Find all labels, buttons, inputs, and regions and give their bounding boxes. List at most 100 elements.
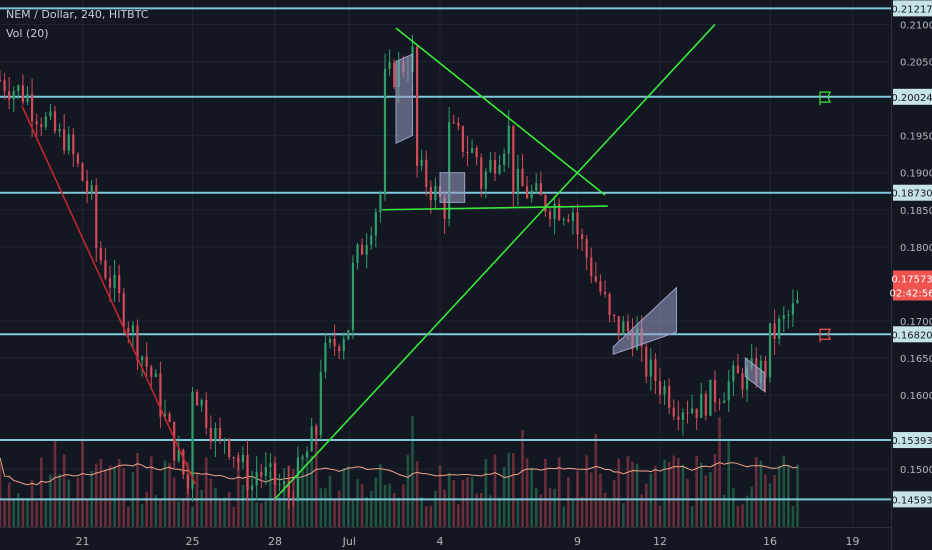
trend-lines[interactable] xyxy=(21,23,716,500)
time-axis[interactable]: 212528Jul49121619232629Aug xyxy=(76,535,932,548)
candle-body xyxy=(448,122,451,219)
volume-bar xyxy=(99,459,103,527)
candle-body xyxy=(480,157,483,189)
volume-bar xyxy=(136,452,139,527)
candle-body xyxy=(273,463,277,485)
candle-body xyxy=(347,330,350,340)
trend-line[interactable] xyxy=(21,105,196,485)
flag-markers[interactable] xyxy=(819,91,831,343)
candle-body xyxy=(53,111,57,132)
candle-body xyxy=(443,196,446,219)
candle-body xyxy=(580,234,584,239)
volume-bar xyxy=(640,494,643,527)
volume-bar xyxy=(539,494,543,527)
pattern-box[interactable] xyxy=(612,286,677,356)
volume-bar xyxy=(278,496,281,527)
candle-body xyxy=(310,426,313,452)
volume-bar xyxy=(0,463,2,527)
level-label-box xyxy=(893,491,932,508)
candle-body xyxy=(466,151,469,153)
candle-body xyxy=(704,393,707,416)
flag-marker-icon[interactable] xyxy=(819,91,831,106)
volume-bar xyxy=(585,455,588,527)
volume-bar xyxy=(479,492,483,527)
volume-bar xyxy=(333,498,336,527)
volume-bar xyxy=(502,467,506,527)
candle-body xyxy=(668,385,671,408)
candle-body xyxy=(709,379,712,416)
volume-bar xyxy=(667,461,671,527)
volume-bar xyxy=(686,478,689,527)
trend-line[interactable] xyxy=(382,205,608,211)
volume-bar xyxy=(438,465,442,527)
volume-bar xyxy=(149,456,153,527)
volume-bar xyxy=(347,466,350,527)
candle-body xyxy=(370,235,373,245)
candle-body xyxy=(305,451,309,458)
volume-bar xyxy=(168,462,171,527)
candle-body xyxy=(113,275,116,288)
volume-bar xyxy=(172,477,176,527)
candle-body xyxy=(681,412,685,421)
current-price-tag: 0.17573 02:42:56 xyxy=(890,270,932,301)
volume-bar xyxy=(732,488,735,527)
candle-body xyxy=(218,428,222,440)
candle-body xyxy=(35,121,38,125)
candle-body xyxy=(30,94,34,122)
price-axis[interactable]: 0.21217 0.20024 0.18730 0.16820 0.15393 0.145… xyxy=(891,0,932,508)
volume-bar xyxy=(3,500,6,527)
candle-body xyxy=(741,373,744,390)
volume-bar xyxy=(81,440,84,527)
volume-bar xyxy=(777,465,781,527)
volume-bar xyxy=(580,496,584,527)
candle-body xyxy=(246,455,249,490)
candle-body xyxy=(773,323,776,339)
volume-bar xyxy=(713,454,717,527)
pattern-boxes[interactable] xyxy=(395,53,765,393)
volume-bar xyxy=(259,503,263,527)
candle-body xyxy=(145,356,148,367)
volume-bar xyxy=(360,483,364,527)
candle-body xyxy=(104,260,107,279)
level-label: 0.14593 xyxy=(891,495,932,506)
volume-bar xyxy=(512,453,515,527)
candle-body xyxy=(796,299,799,304)
volume-bar xyxy=(191,506,194,527)
level-label-box xyxy=(893,0,932,17)
volume-bar xyxy=(603,492,607,527)
time-tick-label: 21 xyxy=(76,535,90,548)
trend-line[interactable] xyxy=(274,23,716,500)
candle-body xyxy=(512,125,515,194)
trend-line[interactable] xyxy=(395,27,606,196)
volume-bar xyxy=(754,457,758,527)
candle-body xyxy=(108,278,112,288)
candle-body xyxy=(177,449,180,461)
volume-bar xyxy=(530,467,533,527)
volume-bar xyxy=(264,500,268,527)
candle-body xyxy=(507,125,510,154)
volume-bar xyxy=(7,482,11,527)
pattern-box[interactable] xyxy=(744,356,765,393)
candle-body xyxy=(562,219,565,221)
candle-body xyxy=(269,463,272,468)
volume-bar xyxy=(727,438,731,527)
volume-bar xyxy=(204,457,208,527)
pattern-box[interactable] xyxy=(395,53,413,144)
symbol-legend: NEM / Dollar, 240, HITBTC xyxy=(6,8,149,21)
volume-bar xyxy=(631,461,634,527)
candle-body xyxy=(63,129,66,151)
volume-bar xyxy=(764,474,767,527)
candle-body xyxy=(521,168,524,187)
candle-body xyxy=(40,124,43,128)
volume-bars xyxy=(0,415,799,527)
flag-marker-icon[interactable] xyxy=(819,328,831,343)
volume-bar xyxy=(658,505,662,527)
volume-bar xyxy=(768,483,772,527)
candle-body xyxy=(122,293,125,328)
pattern-box[interactable] xyxy=(439,172,466,203)
